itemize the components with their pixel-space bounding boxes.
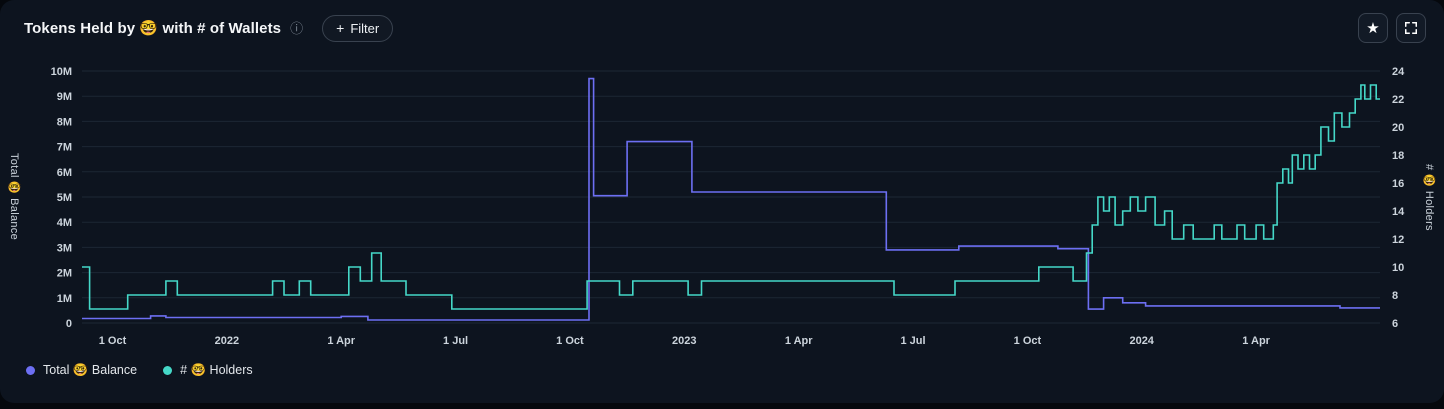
filter-button[interactable]: + Filter <box>322 14 394 42</box>
chart-area: Total 🤓 Balance 0 1M 2M 3M 4M 5M 6M 7M 8M 9M 10M 6 8… <box>0 49 1444 357</box>
left-axis-tick-label: 3M <box>57 242 72 254</box>
right-axis-tick-label: 16 <box>1392 178 1404 190</box>
legend-label-balance: Total 🤓 Balance <box>43 363 138 377</box>
right-axis-tick-label: 8 <box>1392 290 1398 302</box>
legend-item-balance[interactable]: Total 🤓 Balance <box>26 363 137 378</box>
x-axis-tick-label: 2022 <box>215 335 239 347</box>
star-icon: ★ <box>1366 19 1380 37</box>
series-line-holders <box>82 84 1380 310</box>
right-axis-title: # 🤓 Holders <box>1423 163 1435 231</box>
x-axis-tick-label: 2024 <box>1129 335 1154 347</box>
x-axis-tick-label: 1 Jul <box>443 335 468 347</box>
x-axis-tick-label: 1 Oct <box>556 335 584 347</box>
left-axis-tick-label: 1M <box>57 293 72 305</box>
left-axis-tick-label: 9M <box>57 91 72 103</box>
right-axis-tick-label: 18 <box>1392 150 1404 162</box>
left-axis-tick-label: 6M <box>57 167 72 179</box>
x-axis-tick-label: 1 Oct <box>99 335 127 347</box>
header-actions: ★ <box>1358 13 1426 43</box>
favorite-button[interactable]: ★ <box>1358 13 1388 43</box>
right-axis-tick-label: 20 <box>1392 122 1404 134</box>
left-axis-tick-label: 4M <box>57 217 72 229</box>
legend-dot-holders <box>163 366 173 375</box>
left-axis-tick-label: 2M <box>57 268 72 280</box>
plus-icon: + <box>336 20 345 36</box>
series-line-balance <box>82 77 1380 321</box>
left-axis-tick-label: 0 <box>66 318 72 330</box>
page-title: Tokens Held by 🤓 with # of Wallets <box>24 20 282 37</box>
left-axis-tick-label: 10M <box>51 66 72 78</box>
x-axis-tick-label: 1 Jul <box>900 335 925 347</box>
expand-button[interactable] <box>1396 13 1426 43</box>
right-axis-tick-label: 14 <box>1392 206 1405 218</box>
left-axis-tick-label: 8M <box>57 116 72 128</box>
left-axis-tick-label: 7M <box>57 142 72 154</box>
x-axis-tick-label: 1 Apr <box>327 335 355 347</box>
right-axis-tick-label: 10 <box>1392 262 1404 274</box>
legend-dot-balance <box>26 366 35 375</box>
right-axis-tick-label: 6 <box>1392 318 1398 330</box>
left-axis-tick-label: 5M <box>57 192 72 204</box>
x-axis-tick-label: 1 Apr <box>785 335 813 347</box>
info-icon[interactable]: ⓘ <box>290 20 304 36</box>
x-axis-tick-label: 1 Apr <box>1242 335 1270 347</box>
filter-button-label: Filter <box>350 20 380 36</box>
right-axis-tick-label: 24 <box>1392 66 1405 78</box>
left-axis-title: Total 🤓 Balance <box>8 153 20 241</box>
legend-label-holders: # 🤓 Holders <box>180 363 253 377</box>
legend: Total 🤓 Balance # 🤓 Holders <box>0 357 1444 378</box>
x-axis-tick-label: 2023 <box>672 335 696 347</box>
chart-canvas[interactable]: 01M2M3M4M5M6M7M8M9M10M681012141618202224… <box>0 49 1444 357</box>
right-axis-tick-label: 22 <box>1392 94 1404 106</box>
expand-icon <box>1405 22 1417 34</box>
right-axis-tick-label: 12 <box>1392 234 1404 246</box>
x-axis-tick-label: 1 Oct <box>1014 335 1042 347</box>
header-left: Tokens Held by 🤓 with # of Wallets ⓘ + F… <box>24 14 394 42</box>
legend-item-holders[interactable]: # 🤓 Holders <box>163 363 253 378</box>
header: Tokens Held by 🤓 with # of Wallets ⓘ + F… <box>0 0 1444 49</box>
